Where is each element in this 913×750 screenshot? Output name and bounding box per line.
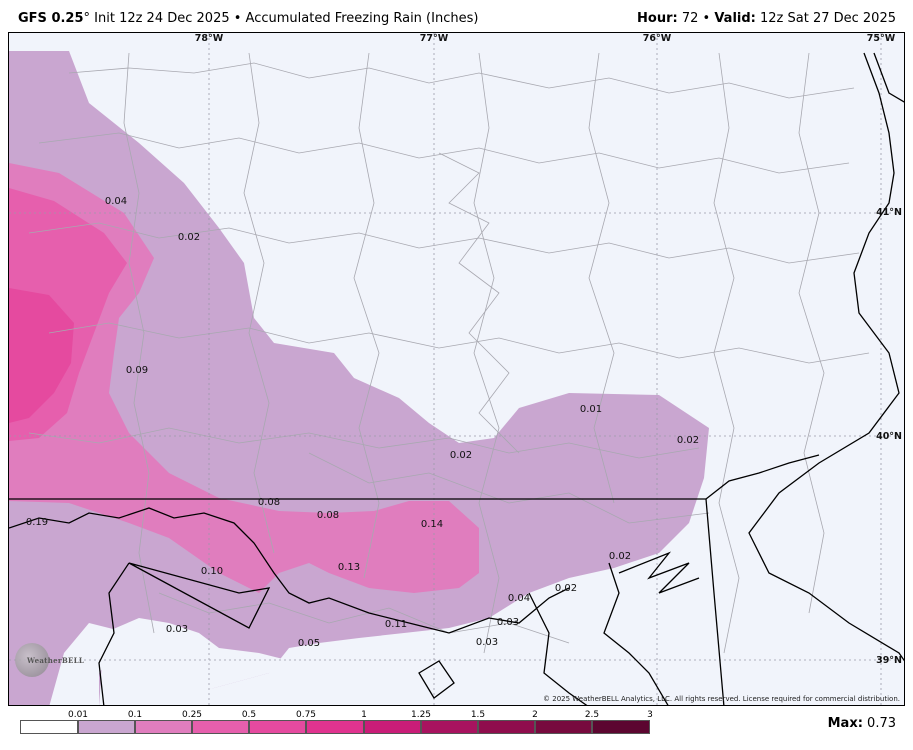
colorbar-tick: 1.25 — [410, 710, 432, 720]
county-lines — [28, 52, 870, 654]
logo-globe-icon — [15, 643, 49, 677]
lat-label-40: 40°N — [876, 431, 902, 442]
dc-box — [418, 660, 455, 699]
shade-dc-low — [99, 618, 299, 705]
colorbar-swatch — [478, 720, 535, 734]
precip-shading — [9, 51, 709, 705]
bullet-separator-2: • — [698, 11, 715, 26]
colorbar-swatch — [192, 720, 249, 734]
colorbar-swatch — [78, 720, 135, 734]
colorbar-swatch — [249, 720, 306, 734]
map-canvas: 78°W 77°W 76°W 75°W 41°N 40°N 39°N 0.04 … — [9, 33, 904, 705]
contour-label: 0.14 — [421, 519, 443, 530]
contour-label: 0.03 — [476, 637, 498, 648]
contour-label: 0.04 — [508, 593, 530, 604]
lat-label-41: 41°N — [876, 207, 902, 218]
contour-label: 0.02 — [609, 551, 631, 562]
colorbar-tick: 2 — [532, 710, 538, 720]
va-border — [98, 562, 130, 705]
valid-info: Hour: 72 • Valid: 12z Sat 27 Dec 2025 — [637, 11, 896, 26]
colorbar-tick: 0.75 — [295, 710, 317, 720]
hour-value: 72 — [677, 11, 699, 26]
state-borders — [9, 52, 904, 705]
contour-label: 0.19 — [26, 517, 48, 528]
contour-label: 0.05 — [298, 638, 320, 649]
degree-symbol: ° — [83, 11, 91, 26]
delaware-border — [705, 498, 725, 705]
contour-label: 0.02 — [450, 450, 472, 461]
header: GFS 0.25° Init 12z 24 Dec 2025 • Accumul… — [0, 0, 913, 32]
va-wv-border — [128, 562, 271, 629]
chesapeake-east — [603, 562, 669, 705]
valid-label: Valid: — [714, 11, 756, 26]
contour-label: 0.03 — [497, 617, 519, 628]
model-name: GFS 0.25 — [18, 11, 84, 26]
contour-label: 0.03 — [166, 624, 188, 635]
bay-inlets — [618, 551, 700, 594]
shade-0.01 — [9, 51, 709, 705]
contour-label: 0.02 — [555, 583, 577, 594]
colorbar-swatch — [364, 720, 421, 734]
contour-label: 0.04 — [105, 196, 127, 207]
weatherbell-logo: WeatherBELL — [15, 643, 84, 683]
bullet-separator: • — [229, 11, 246, 26]
colorbar-tick: 0.1 — [127, 710, 143, 720]
colorbar-tick: 1.5 — [470, 710, 486, 720]
init-time: Init 12z 24 Dec 2025 — [90, 11, 230, 26]
colorbar-swatch — [306, 720, 364, 734]
nj-coast — [748, 52, 904, 662]
logo-text: WeatherBELL — [27, 656, 85, 665]
max-value: 0.73 — [862, 716, 896, 731]
colorbar-swatch — [592, 720, 650, 734]
lon-label-77: 77°W — [420, 33, 449, 44]
shade-0.5 — [9, 288, 74, 423]
colorbar-swatch — [421, 720, 478, 734]
de-pa-arc — [705, 454, 820, 500]
chesapeake-west — [528, 592, 588, 705]
contour-label: 0.08 — [258, 497, 280, 508]
lon-label-78: 78°W — [195, 33, 224, 44]
contour-label: 0.13 — [338, 562, 360, 573]
colorbar-tick: 0.5 — [241, 710, 257, 720]
colorbar-tick: 1 — [361, 710, 367, 720]
colorbar-tick: 0.25 — [181, 710, 203, 720]
contour-label: 0.08 — [317, 510, 339, 521]
colorbar-tick: 0.01 — [67, 710, 89, 720]
contour-label: 0.09 — [126, 365, 148, 376]
map-panel[interactable]: 78°W 77°W 76°W 75°W 41°N 40°N 39°N 0.04 … — [8, 32, 905, 706]
wv-md-border — [9, 507, 570, 634]
contour-label: 0.02 — [178, 232, 200, 243]
ny-pa-border — [873, 52, 904, 103]
colorbar-tick: 2.5 — [584, 710, 600, 720]
lat-label-39: 39°N — [876, 655, 902, 666]
lon-label-75: 75°W — [867, 33, 896, 44]
graticule — [9, 33, 904, 705]
contour-label: 0.01 — [580, 404, 602, 415]
lon-label-76: 76°W — [643, 33, 672, 44]
contour-label: 0.10 — [201, 566, 223, 577]
colorbar-tick: 3 — [647, 710, 653, 720]
title-bar: GFS 0.25° Init 12z 24 Dec 2025 • Accumul… — [18, 11, 478, 26]
contour-label: 0.11 — [385, 619, 407, 630]
contour-label: 0.02 — [677, 435, 699, 446]
product-name: Accumulated Freezing Rain (Inches) — [245, 11, 479, 26]
colorbar-swatch — [135, 720, 192, 734]
colorbar-swatch — [20, 720, 78, 734]
contour-labels: 0.04 0.02 0.09 0.01 0.02 0.02 0.08 0.19 … — [26, 196, 699, 649]
max-label: Max: — [827, 716, 863, 731]
colorbar-swatch — [535, 720, 592, 734]
hour-label: Hour: — [637, 11, 678, 26]
max-value-display: Max: 0.73 — [828, 716, 896, 731]
valid-value: 12z Sat 27 Dec 2025 — [755, 11, 896, 26]
shade-0.1 — [9, 163, 479, 593]
copyright-notice: © 2025 WeatherBELL Analytics, LLC. All r… — [543, 695, 900, 703]
